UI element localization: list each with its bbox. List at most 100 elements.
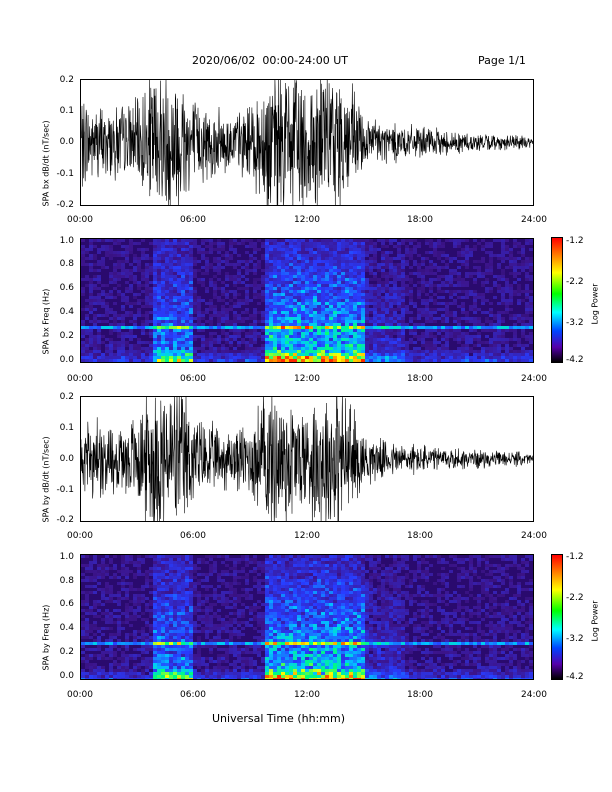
spectrogram-cell [109, 257, 113, 260]
spectrogram-cell [101, 651, 105, 654]
spectrogram-cell [161, 308, 165, 311]
spectrogram-cell [401, 341, 405, 344]
spectrogram-cell [501, 353, 505, 356]
spectrogram-cell [237, 633, 241, 636]
spectrogram-cell [137, 597, 141, 600]
spectrogram-cell [181, 341, 185, 344]
spectrogram-cell [349, 323, 353, 326]
spectrogram-cell [453, 338, 457, 341]
spectrogram-cell [237, 269, 241, 272]
spectrogram-cell [173, 254, 177, 257]
spectrogram-cell [321, 329, 325, 332]
spectrogram-cell [349, 275, 353, 278]
spectrogram-cell [209, 317, 213, 320]
spectrogram-cell [165, 603, 169, 606]
spectrogram-cell [213, 242, 217, 245]
spectrogram-cell [301, 314, 305, 317]
spectrogram-cell [153, 618, 157, 621]
spectrogram-cell [377, 347, 381, 350]
spectrogram-cell [137, 260, 141, 263]
spectrogram-cell [81, 564, 85, 567]
spectrogram-cell [241, 341, 245, 344]
spectrogram-cell [89, 263, 93, 266]
by-dbdt-ytick: 0.2 [59, 392, 74, 402]
spectrogram-cell [329, 326, 333, 329]
spectrogram-cell [277, 311, 281, 314]
spectrogram-cell [257, 260, 261, 263]
spectrogram-cell [385, 326, 389, 329]
spectrogram-cell [153, 338, 157, 341]
spectrogram-cell [221, 627, 225, 630]
spectrogram-cell [461, 344, 465, 347]
spectrogram-cell [245, 591, 249, 594]
spectrogram-cell [81, 353, 85, 356]
spectrogram-cell [137, 302, 141, 305]
spectrogram-cell [337, 260, 341, 263]
spectrogram-cell [81, 633, 85, 636]
spectrogram-cell [93, 296, 97, 299]
spectrogram-cell [93, 612, 97, 615]
spectrogram-cell [445, 341, 449, 344]
spectrogram-cell [177, 287, 181, 290]
spectrogram-cell [417, 353, 421, 356]
spectrogram-cell [333, 269, 337, 272]
spectrogram-cell [213, 636, 217, 639]
spectrogram-cell [169, 242, 173, 245]
spectrogram-cell [309, 272, 313, 275]
spectrogram-cell [261, 320, 265, 323]
spectrogram-cell [177, 591, 181, 594]
spectrogram-cell [449, 359, 453, 362]
spectrogram-cell [253, 266, 257, 269]
spectrogram-cell [273, 239, 277, 242]
spectrogram-cell [317, 296, 321, 299]
spectrogram-cell [197, 609, 201, 612]
spectrogram-cell [273, 290, 277, 293]
spectrogram-cell [237, 642, 241, 645]
spectrogram-cell [317, 338, 321, 341]
spectrogram-cell [521, 350, 525, 353]
spectrogram-cell [481, 347, 485, 350]
spectrogram-cell [165, 305, 169, 308]
spectrogram-cell [161, 269, 165, 272]
spectrogram-cell [189, 314, 193, 317]
spectrogram-cell [89, 305, 93, 308]
spectrogram-cell [109, 594, 113, 597]
spectrogram-cell [437, 242, 441, 245]
spectrogram-cell [337, 356, 341, 359]
spectrogram-cell [429, 296, 433, 299]
spectrogram-cell [201, 621, 205, 624]
spectrogram-cell [193, 624, 197, 627]
spectrogram-cell [105, 582, 109, 585]
spectrogram-cell [121, 332, 125, 335]
spectrogram-cell [85, 299, 89, 302]
spectrogram-cell [345, 329, 349, 332]
spectrogram-cell [305, 308, 309, 311]
spectrogram-cell [141, 290, 145, 293]
spectrogram-cell [269, 323, 273, 326]
spectrogram-cell [121, 317, 125, 320]
spectrogram-cell [309, 344, 313, 347]
spectrogram-cell [505, 287, 509, 290]
spectrogram-cell [117, 341, 121, 344]
spectrogram-cells [81, 555, 533, 679]
spectrogram-cell [253, 627, 257, 630]
spectrogram-cell [209, 585, 213, 588]
spectrogram-cell [193, 299, 197, 302]
spectrogram-cell [97, 293, 101, 296]
spectrogram-cell [385, 350, 389, 353]
spectrogram-cell [149, 353, 153, 356]
spectrogram-cell [321, 296, 325, 299]
spectrogram-cell [137, 636, 141, 639]
spectrogram-cell [405, 359, 409, 362]
spectrogram-cell [197, 666, 201, 669]
spectrogram-cell [241, 299, 245, 302]
bx-dbdt-ytick: -0.2 [56, 200, 74, 210]
spectrogram-cell [157, 639, 161, 642]
spectrogram-cell [337, 305, 341, 308]
spectrogram-cell [233, 651, 237, 654]
spectrogram-cell [273, 329, 277, 332]
spectrogram-cell [133, 281, 137, 284]
spectrogram-cell [165, 606, 169, 609]
spectrogram-cell [169, 648, 173, 651]
spectrogram-cell [233, 281, 237, 284]
